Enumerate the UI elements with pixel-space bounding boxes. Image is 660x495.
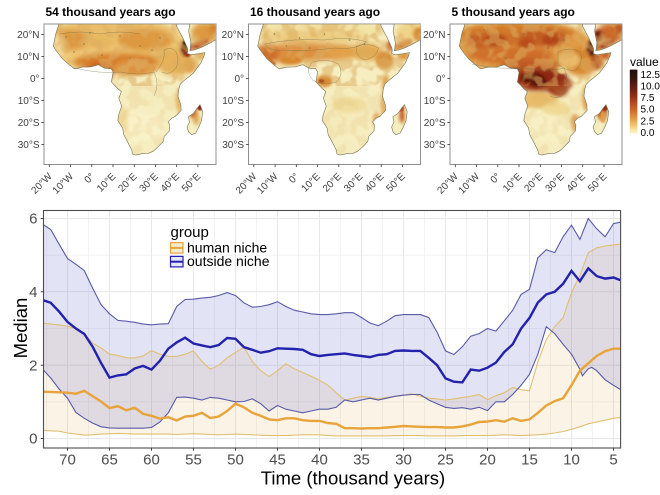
svg-text:0.0: 0.0	[641, 128, 655, 139]
svg-text:group: group	[171, 224, 209, 241]
svg-text:50: 50	[227, 452, 244, 469]
svg-text:5.0: 5.0	[641, 105, 655, 116]
svg-text:70: 70	[59, 452, 76, 469]
svg-text:30: 30	[395, 452, 412, 469]
svg-text:4: 4	[29, 284, 37, 301]
svg-text:30°S: 30°S	[18, 140, 40, 151]
svg-text:45: 45	[269, 452, 286, 469]
svg-text:2.5: 2.5	[641, 116, 655, 127]
svg-text:60: 60	[143, 452, 160, 469]
svg-text:Median: Median	[10, 298, 31, 359]
svg-text:0°: 0°	[234, 74, 244, 85]
svg-text:20°N: 20°N	[17, 30, 39, 41]
svg-text:10°S: 10°S	[222, 96, 244, 107]
svg-text:20: 20	[479, 452, 496, 469]
svg-text:15: 15	[521, 452, 538, 469]
svg-text:5: 5	[609, 452, 617, 469]
svg-text:0: 0	[29, 431, 37, 448]
svg-text:54 thousand years ago: 54 thousand years ago	[46, 5, 176, 19]
svg-text:20°N: 20°N	[423, 30, 445, 41]
svg-text:value: value	[630, 55, 659, 69]
svg-text:35: 35	[353, 452, 370, 469]
svg-text:Time (thousand years): Time (thousand years)	[261, 468, 445, 489]
svg-text:20°S: 20°S	[222, 118, 244, 129]
svg-text:20°S: 20°S	[18, 118, 40, 129]
svg-text:12.5: 12.5	[641, 70, 660, 81]
svg-text:human niche: human niche	[187, 239, 267, 255]
svg-text:10: 10	[563, 452, 580, 469]
svg-text:20°S: 20°S	[424, 118, 446, 129]
svg-text:40: 40	[311, 452, 328, 469]
svg-text:5 thousand years ago: 5 thousand years ago	[452, 5, 575, 19]
svg-text:10°S: 10°S	[424, 96, 446, 107]
svg-text:10°S: 10°S	[18, 96, 40, 107]
svg-text:55: 55	[185, 452, 202, 469]
svg-text:25: 25	[437, 452, 454, 469]
svg-text:10°N: 10°N	[423, 52, 445, 63]
svg-text:10.0: 10.0	[641, 81, 660, 92]
svg-text:30°S: 30°S	[424, 140, 446, 151]
svg-text:10°N: 10°N	[222, 52, 244, 63]
svg-text:6: 6	[29, 211, 37, 228]
svg-text:10°N: 10°N	[17, 52, 39, 63]
svg-text:2: 2	[29, 357, 37, 374]
svg-text:16 thousand years ago: 16 thousand years ago	[250, 5, 380, 19]
svg-text:20°N: 20°N	[222, 30, 244, 41]
svg-text:0°: 0°	[436, 74, 446, 85]
svg-text:65: 65	[101, 452, 118, 469]
svg-text:30°S: 30°S	[222, 140, 244, 151]
svg-text:7.5: 7.5	[641, 93, 655, 104]
svg-text:0°: 0°	[30, 74, 40, 85]
svg-text:outside niche: outside niche	[187, 253, 270, 269]
